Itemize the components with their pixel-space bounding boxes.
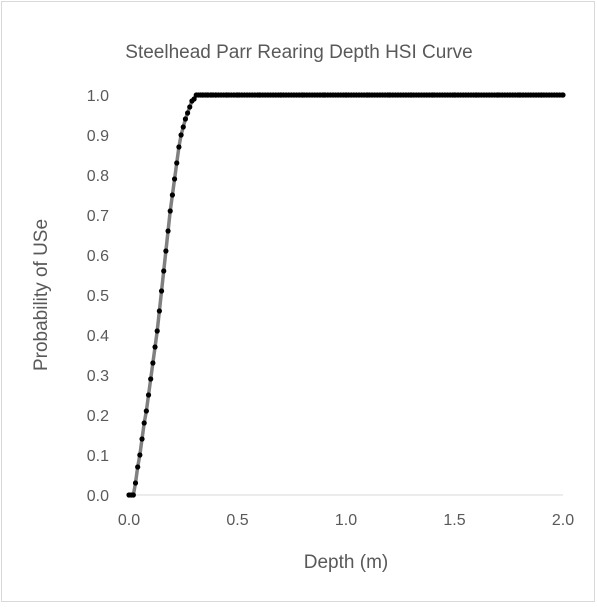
y-tick-label: 0.9	[87, 128, 109, 145]
x-axis-ticks: 0.0 0.5 1.0 1.5 2.0	[118, 512, 574, 529]
data-point	[169, 192, 175, 198]
y-tick-label: 0.6	[87, 248, 109, 265]
y-tick-label: 1.0	[87, 88, 109, 105]
y-tick-label: 0.2	[87, 408, 109, 425]
data-point	[150, 360, 156, 366]
y-tick-label: 0.3	[87, 368, 109, 385]
data-point	[178, 132, 184, 138]
data-point	[163, 248, 169, 254]
x-tick-label: 1.5	[443, 512, 465, 529]
y-axis-label: Probability of USe	[31, 219, 52, 371]
data-point	[182, 116, 189, 122]
data-point	[154, 328, 160, 334]
data-point	[165, 228, 171, 234]
x-tick-label: 0.5	[226, 512, 248, 529]
y-tick-label: 0.8	[87, 168, 109, 185]
data-point	[187, 104, 193, 110]
data-point	[143, 408, 149, 414]
data-point	[135, 464, 141, 470]
data-point	[156, 308, 162, 314]
data-point	[191, 96, 197, 102]
data-point	[145, 392, 152, 398]
data-point	[139, 436, 145, 442]
y-tick-label: 0.1	[87, 448, 109, 465]
x-axis-label: Depth (m)	[304, 552, 388, 573]
x-tick-label: 0.0	[118, 512, 140, 529]
data-point	[148, 376, 154, 382]
x-tick-label: 2.0	[552, 512, 574, 529]
data-point	[130, 492, 136, 498]
data-point	[137, 452, 143, 458]
data-point	[141, 420, 147, 426]
data-point	[167, 208, 173, 214]
series-line	[129, 93, 563, 497]
y-tick-label: 0.7	[87, 208, 109, 225]
y-tick-label: 0.0	[87, 488, 109, 505]
y-tick-label: 0.5	[87, 288, 109, 305]
data-point	[171, 176, 178, 182]
data-point	[184, 110, 191, 116]
data-point	[161, 268, 167, 274]
data-point	[152, 344, 158, 350]
data-point	[559, 92, 565, 98]
y-axis-ticks: 0.0 0.1 0.2 0.3 0.4 0.5 0.6 0.7 0.8 0.9 1.0	[87, 88, 109, 505]
y-tick-label: 0.4	[87, 328, 109, 345]
data-point	[132, 480, 139, 486]
data-point	[174, 160, 180, 166]
data-point	[180, 124, 186, 130]
plot-area	[126, 92, 566, 498]
data-point	[176, 144, 182, 150]
chart-title: Steelhead Parr Rearing Depth HSI Curve	[125, 42, 472, 63]
data-point	[158, 288, 165, 294]
x-tick-label: 1.0	[335, 512, 357, 529]
